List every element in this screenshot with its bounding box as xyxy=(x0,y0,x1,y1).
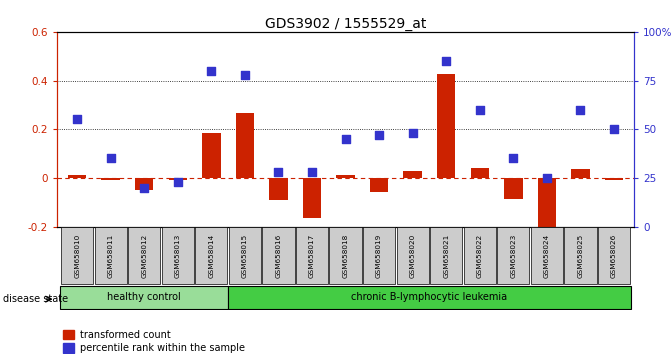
Bar xyxy=(168,178,187,180)
Bar xyxy=(135,178,154,190)
Text: GSM658016: GSM658016 xyxy=(276,234,281,278)
Title: GDS3902 / 1555529_at: GDS3902 / 1555529_at xyxy=(265,17,426,31)
Bar xyxy=(470,168,489,178)
Point xyxy=(105,156,116,161)
Text: percentile rank within the sample: percentile rank within the sample xyxy=(80,343,245,353)
Bar xyxy=(68,176,87,178)
Text: disease state: disease state xyxy=(3,294,68,304)
Point xyxy=(273,169,284,175)
Bar xyxy=(370,178,389,193)
FancyBboxPatch shape xyxy=(162,227,194,284)
Bar xyxy=(336,176,355,178)
FancyBboxPatch shape xyxy=(296,227,328,284)
Bar xyxy=(303,178,321,218)
FancyBboxPatch shape xyxy=(598,227,630,284)
FancyBboxPatch shape xyxy=(95,227,127,284)
FancyBboxPatch shape xyxy=(363,227,395,284)
Text: GSM658012: GSM658012 xyxy=(142,234,147,278)
Text: GSM658024: GSM658024 xyxy=(544,234,550,278)
Text: GSM658019: GSM658019 xyxy=(376,234,382,278)
Text: GSM658017: GSM658017 xyxy=(309,234,315,278)
Point xyxy=(172,179,183,185)
Text: GSM658013: GSM658013 xyxy=(175,234,180,278)
Text: GSM658010: GSM658010 xyxy=(74,234,80,278)
Text: GSM658026: GSM658026 xyxy=(611,234,617,278)
Text: GSM658025: GSM658025 xyxy=(578,234,583,278)
Point xyxy=(307,169,317,175)
Bar xyxy=(605,178,623,180)
FancyBboxPatch shape xyxy=(228,286,631,308)
Point xyxy=(206,68,217,74)
FancyBboxPatch shape xyxy=(531,227,563,284)
FancyBboxPatch shape xyxy=(464,227,496,284)
Bar xyxy=(101,178,120,180)
Bar xyxy=(504,178,523,199)
FancyBboxPatch shape xyxy=(60,286,228,308)
FancyBboxPatch shape xyxy=(397,227,429,284)
Text: GSM658021: GSM658021 xyxy=(444,234,449,278)
Text: GSM658015: GSM658015 xyxy=(242,234,248,278)
Text: GSM658018: GSM658018 xyxy=(343,234,348,278)
Point xyxy=(139,185,150,190)
Point xyxy=(609,126,619,132)
Bar xyxy=(63,330,74,339)
Bar xyxy=(571,169,590,178)
FancyBboxPatch shape xyxy=(229,227,261,284)
Bar xyxy=(236,113,254,178)
Text: GSM658023: GSM658023 xyxy=(511,234,516,278)
Point xyxy=(240,72,250,78)
FancyBboxPatch shape xyxy=(262,227,295,284)
Point xyxy=(340,136,351,142)
Point xyxy=(441,58,452,64)
Bar xyxy=(437,74,456,178)
Bar xyxy=(269,178,288,200)
FancyBboxPatch shape xyxy=(497,227,529,284)
Text: GSM658022: GSM658022 xyxy=(477,234,482,278)
FancyBboxPatch shape xyxy=(430,227,462,284)
Point xyxy=(374,132,384,138)
FancyBboxPatch shape xyxy=(128,227,160,284)
Text: GSM658011: GSM658011 xyxy=(108,234,113,278)
Bar xyxy=(403,171,422,178)
Point xyxy=(541,175,552,181)
Text: transformed count: transformed count xyxy=(80,330,171,340)
Bar xyxy=(202,133,221,178)
Point xyxy=(575,107,586,113)
Text: chronic B-lymphocytic leukemia: chronic B-lymphocytic leukemia xyxy=(352,292,507,302)
Point xyxy=(407,130,418,136)
Text: GSM658014: GSM658014 xyxy=(209,234,214,278)
Bar xyxy=(63,343,74,353)
FancyBboxPatch shape xyxy=(195,227,227,284)
Point xyxy=(72,116,83,122)
FancyBboxPatch shape xyxy=(564,227,597,284)
Point xyxy=(508,156,519,161)
Text: healthy control: healthy control xyxy=(107,292,181,302)
FancyBboxPatch shape xyxy=(61,227,93,284)
Text: GSM658020: GSM658020 xyxy=(410,234,415,278)
Point xyxy=(474,107,485,113)
FancyBboxPatch shape xyxy=(329,227,362,284)
Bar xyxy=(537,178,556,230)
